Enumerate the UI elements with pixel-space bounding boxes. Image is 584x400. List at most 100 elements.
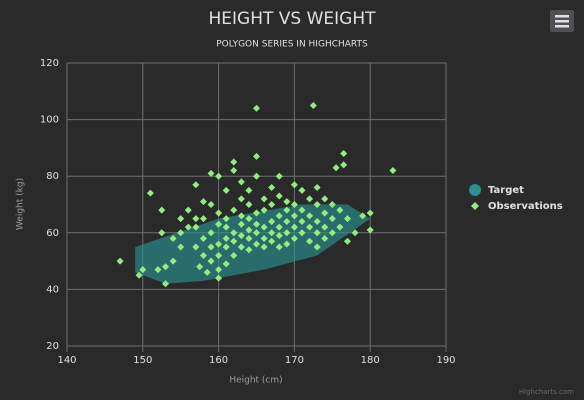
point: [268, 217, 276, 225]
point: [328, 229, 336, 237]
x-axis-title: Height (cm): [229, 376, 282, 386]
point: [245, 234, 253, 242]
point: [215, 172, 223, 180]
point: [268, 184, 276, 192]
point: [199, 251, 207, 259]
point: [253, 229, 260, 237]
point: [290, 212, 298, 220]
point: [162, 263, 170, 271]
point: [169, 257, 177, 265]
point: [306, 212, 314, 220]
point: [366, 209, 374, 217]
point: [275, 243, 283, 251]
point: [215, 209, 223, 217]
point: [184, 206, 192, 214]
legend-label: Observations: [488, 201, 563, 212]
legend-label: Target: [488, 185, 524, 196]
point: [245, 201, 253, 208]
point: [230, 206, 238, 214]
point: [283, 198, 291, 206]
point: [290, 223, 298, 231]
point: [340, 150, 348, 158]
point: [290, 181, 298, 189]
x-tick-label: 140: [57, 355, 76, 366]
point: [207, 169, 215, 177]
point: [283, 240, 291, 248]
y-axis-title: Weight (kg): [16, 178, 26, 230]
point: [253, 104, 260, 112]
point: [158, 229, 166, 237]
point: [290, 234, 298, 242]
y-tick-label: 40: [46, 284, 59, 295]
point: [336, 206, 344, 214]
point: [192, 243, 200, 251]
point: [260, 195, 268, 203]
y-tick-label: 120: [40, 58, 59, 69]
point: [199, 215, 207, 223]
point: [313, 201, 321, 208]
y-tick-label: 20: [46, 341, 59, 352]
point: [328, 201, 336, 208]
chart-subtitle: POLYGON SERIES IN HIGHCHARTS: [216, 40, 368, 50]
point: [222, 186, 230, 194]
point: [154, 266, 162, 274]
point: [158, 206, 166, 214]
x-tick-label: 160: [209, 355, 228, 366]
y-tick-label: 80: [46, 171, 59, 182]
point: [389, 167, 397, 175]
menu-button[interactable]: [550, 10, 574, 32]
point: [207, 257, 215, 265]
point: [275, 232, 283, 240]
point: [230, 237, 238, 245]
point: [177, 215, 185, 223]
point: [268, 237, 276, 245]
point: [162, 280, 170, 288]
point: [298, 229, 306, 237]
point: [328, 215, 336, 223]
point: [192, 215, 200, 223]
point: [321, 195, 329, 203]
point: [260, 206, 268, 214]
x-tick-label: 150: [133, 355, 152, 366]
point: [139, 266, 147, 274]
point: [203, 268, 211, 276]
point: [366, 226, 374, 234]
polygon: [135, 204, 371, 284]
point: [298, 206, 306, 214]
point: [245, 186, 253, 194]
point: [146, 189, 154, 197]
point: [116, 257, 124, 265]
chart-title: HEIGHT VS WEIGHT: [208, 9, 376, 29]
point: [237, 195, 245, 203]
point: [196, 263, 204, 271]
point: [207, 229, 215, 237]
point: [343, 215, 351, 223]
point: [298, 217, 306, 225]
point: [260, 234, 268, 242]
point: [332, 164, 340, 172]
point: [260, 243, 268, 251]
point: [321, 209, 329, 217]
point: [135, 271, 143, 279]
point: [253, 220, 260, 228]
point: [275, 212, 283, 220]
point: [253, 172, 260, 180]
point: [222, 215, 230, 223]
point: [237, 232, 245, 240]
point: [230, 251, 238, 259]
y-tick-label: 100: [40, 115, 59, 126]
point: [253, 152, 260, 160]
point: [215, 220, 223, 228]
point: [192, 223, 200, 231]
point: [306, 195, 314, 203]
point: [340, 161, 348, 169]
point: [192, 181, 200, 189]
point: [222, 260, 230, 268]
point: [237, 212, 245, 220]
point: [237, 220, 245, 228]
credits: Highcharts.com: [519, 388, 574, 396]
point: [222, 234, 230, 242]
point: [283, 217, 291, 225]
y-tick-label: 60: [46, 228, 59, 239]
point: [260, 223, 268, 231]
